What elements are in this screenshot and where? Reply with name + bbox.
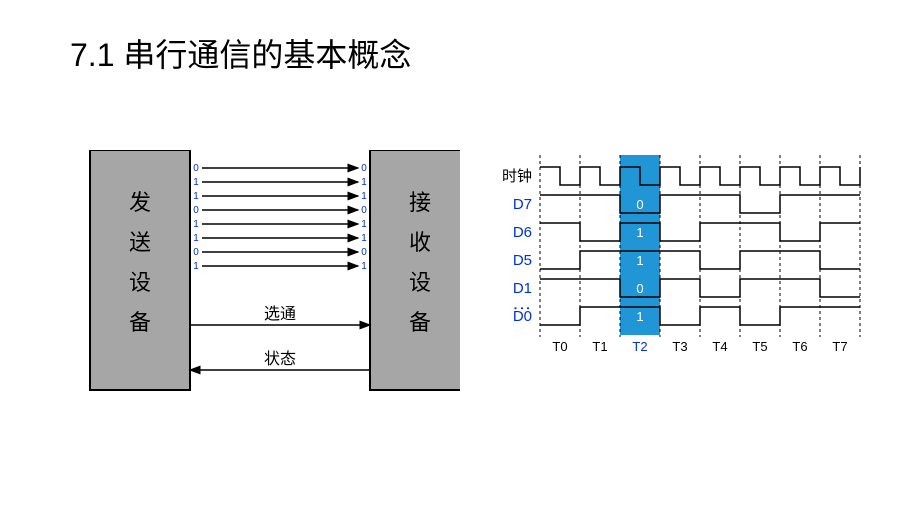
tick-label: T2: [632, 339, 647, 354]
bit-right: 1: [361, 233, 367, 244]
data-waveform: [540, 223, 860, 241]
tick-label: T6: [792, 339, 807, 354]
tick-label: T5: [752, 339, 767, 354]
bit-right: 0: [361, 163, 367, 174]
bit-right: 1: [361, 219, 367, 230]
sender-label: 送: [129, 230, 151, 255]
row-label: D7: [513, 196, 532, 213]
data-waveform: [540, 279, 860, 297]
data-waveform: [540, 307, 860, 325]
receiver-label: 设: [409, 270, 431, 295]
bit-left: 1: [193, 191, 199, 202]
bit-left: 0: [193, 163, 199, 174]
bit-right: 0: [361, 205, 367, 216]
row-label: D6: [513, 224, 532, 241]
bit-right: 1: [361, 191, 367, 202]
tick-label: T4: [712, 339, 727, 354]
data-waveform: [540, 251, 860, 269]
sender-label: 设: [129, 270, 151, 295]
page-title: 7.1 串行通信的基本概念: [70, 30, 411, 76]
bit-left: 1: [193, 233, 199, 244]
bit-left: 0: [193, 205, 199, 216]
highlight-value: 0: [636, 197, 643, 212]
timing-diagram-svg: 时钟D7D6D5D1D0⋮01101T0T1T2T3T4T5T6T7: [490, 155, 900, 395]
receiver-label: 收: [409, 230, 431, 255]
tick-label: T0: [552, 339, 567, 354]
bit-left: 1: [193, 261, 199, 272]
bit-left: 1: [193, 219, 199, 230]
status-label: 状态: [264, 350, 296, 368]
strobe-label: 选通: [264, 305, 296, 323]
bit-right: 1: [361, 177, 367, 188]
tick-label: T3: [672, 339, 687, 354]
bit-left: 1: [193, 177, 199, 188]
receiver-label: 备: [409, 310, 431, 335]
bit-right: 0: [361, 247, 367, 258]
block-diagram-svg: 发送设备接收设备0011110011110011选通状态: [60, 150, 460, 410]
timing-diagram: 时钟D7D6D5D1D0⋮01101T0T1T2T3T4T5T6T7: [490, 155, 900, 395]
row-label: 时钟: [502, 168, 532, 185]
highlight-value: 0: [636, 281, 643, 296]
sender-label: 发: [129, 190, 151, 215]
row-label: D1: [513, 280, 532, 297]
row-label: D5: [513, 252, 532, 269]
bit-left: 0: [193, 247, 199, 258]
block-diagram: 发送设备接收设备0011110011110011选通状态: [60, 150, 460, 410]
highlight-value: 1: [636, 253, 643, 268]
ellipsis: ⋮: [512, 299, 532, 311]
tick-label: T1: [592, 339, 607, 354]
bit-right: 1: [361, 261, 367, 272]
tick-label: T7: [832, 339, 847, 354]
sender-label: 备: [129, 310, 151, 335]
highlight-value: 1: [636, 225, 643, 240]
receiver-label: 接: [409, 190, 431, 215]
highlight-value: 1: [636, 309, 643, 324]
clock-waveform: [540, 167, 860, 185]
